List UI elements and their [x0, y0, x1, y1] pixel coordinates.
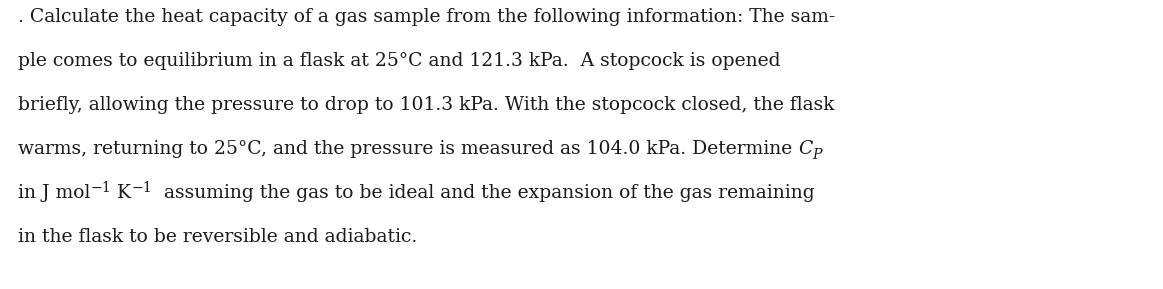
Text: in the flask to be reversible and adiabatic.: in the flask to be reversible and adiaba…	[17, 228, 418, 246]
Text: . Calculate the heat capacity of a gas sample from the following information: Th: . Calculate the heat capacity of a gas s…	[17, 8, 835, 26]
Text: P: P	[813, 148, 822, 162]
Text: in J mol: in J mol	[17, 184, 91, 202]
Text: C: C	[798, 140, 813, 158]
Text: assuming the gas to be ideal and the expansion of the gas remaining: assuming the gas to be ideal and the exp…	[152, 184, 814, 202]
Text: briefly, allowing the pressure to drop to 101.3 kPa. With the stopcock closed, t: briefly, allowing the pressure to drop t…	[17, 96, 835, 114]
Text: warms, returning to 25°C, and the pressure is measured as 104.0 kPa. Determine: warms, returning to 25°C, and the pressu…	[17, 140, 798, 158]
Text: ple comes to equilibrium in a flask at 25°C and 121.3 kPa.  A stopcock is opened: ple comes to equilibrium in a flask at 2…	[17, 52, 780, 70]
Text: −1: −1	[131, 181, 152, 195]
Text: K: K	[112, 184, 131, 202]
Text: −1: −1	[91, 181, 112, 195]
